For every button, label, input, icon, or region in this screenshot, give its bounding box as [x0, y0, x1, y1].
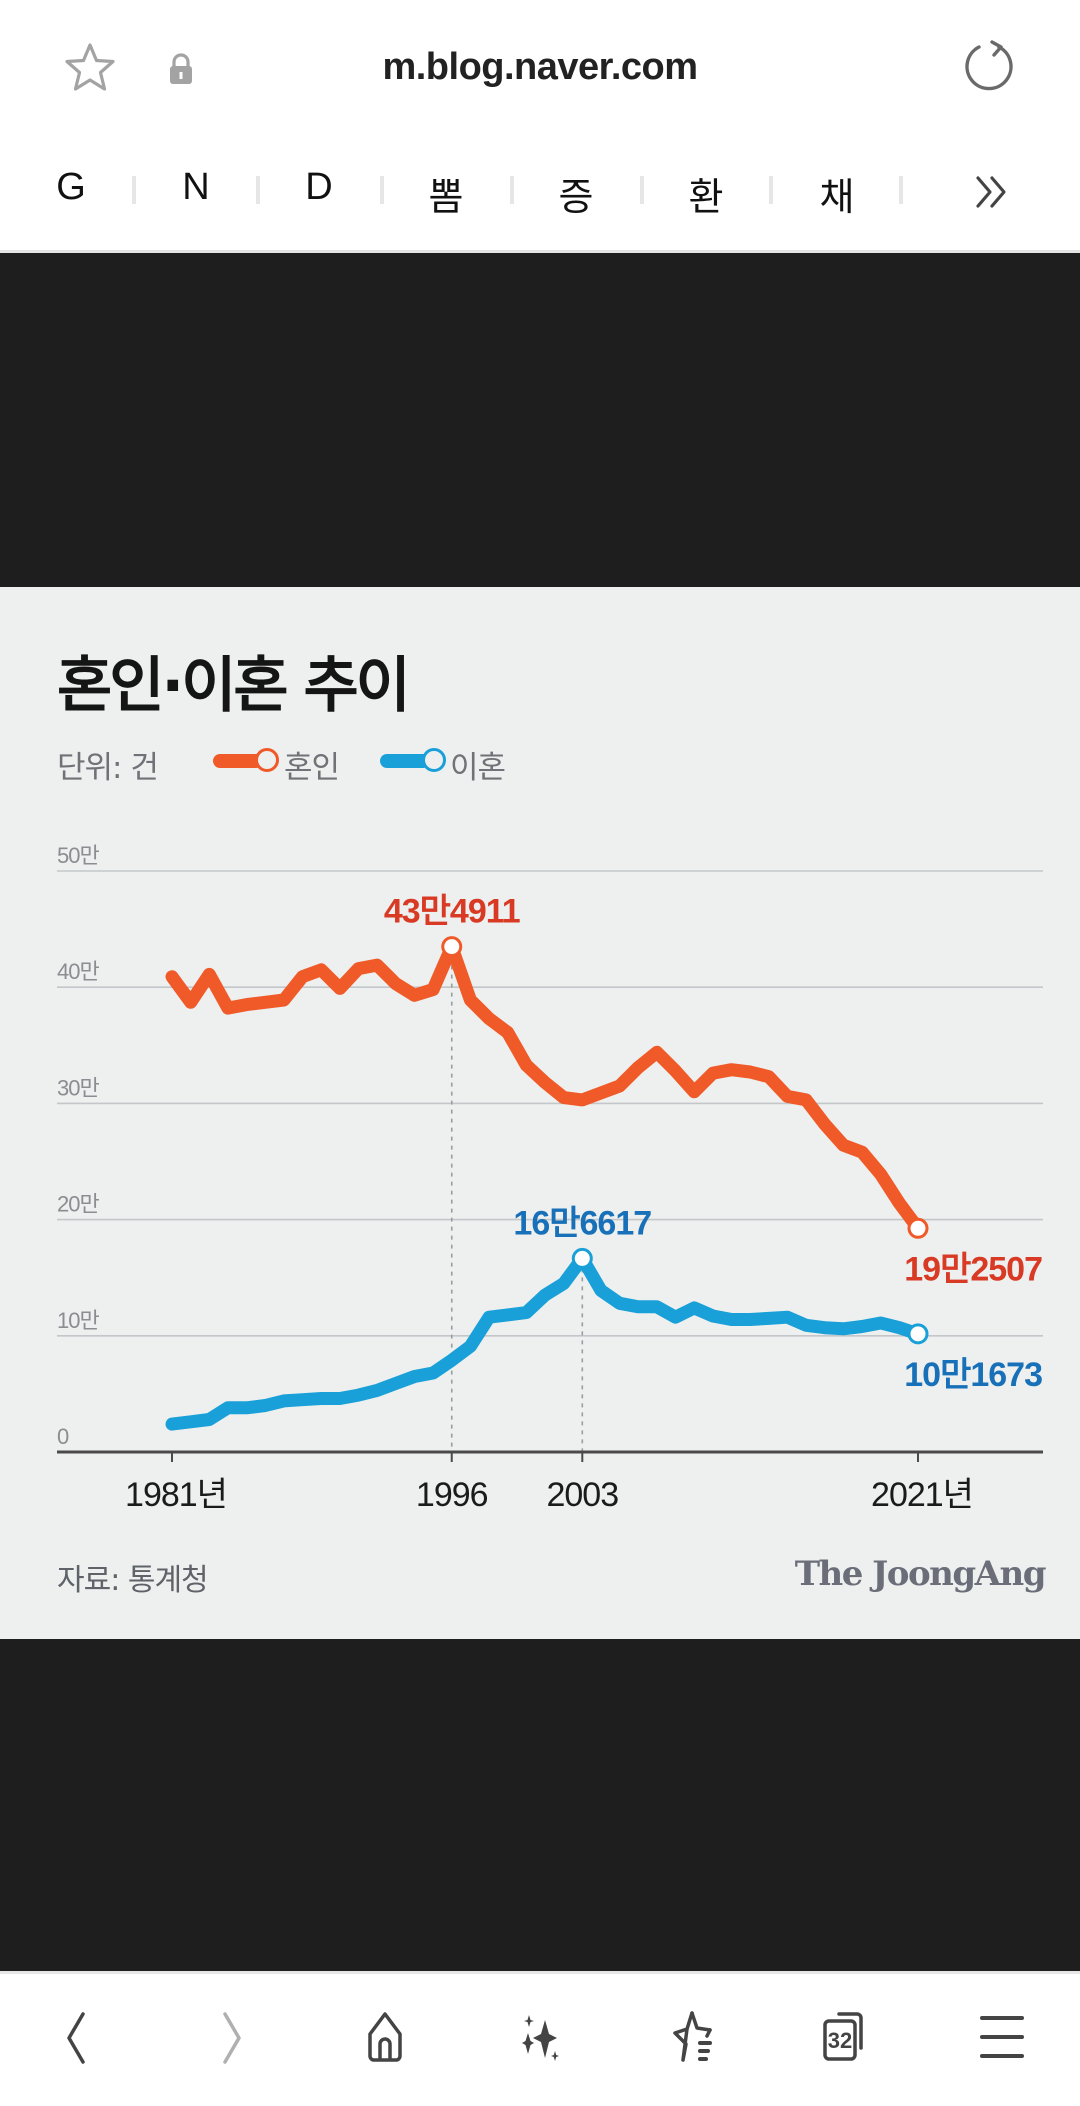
- x-tick-label: 2021년: [871, 1476, 973, 1514]
- guide-layer: [450, 956, 584, 1452]
- y-tick-label: 50만: [57, 843, 99, 868]
- annotation-layer: 43만4911 19만2507 16만6617 10만1673: [384, 893, 1043, 1394]
- star-list-icon[interactable]: [654, 1996, 734, 2076]
- chart-legend: 단위: 건 혼인 이혼: [57, 742, 657, 786]
- x-axis: 1981년 1996 2003 2021년: [57, 1450, 1043, 1514]
- data-label: 16만6617: [513, 1204, 651, 1242]
- data-label: 10만1673: [904, 1356, 1042, 1394]
- x-tick-label: 2003: [546, 1476, 618, 1514]
- source-note: 자료: 통계청: [57, 1563, 209, 1598]
- bookmark-separator: [899, 176, 903, 204]
- legend-marker-divorce: [422, 748, 446, 772]
- divider: [0, 250, 1080, 253]
- bookmark-bar: G N D 뽐 증 환 채 »: [0, 160, 1080, 230]
- y-tick-label: 30만: [57, 1075, 99, 1100]
- chevron-left-icon[interactable]: [35, 1996, 115, 2076]
- y-tick-label: 10만: [57, 1308, 99, 1333]
- home-icon[interactable]: [345, 1996, 425, 2076]
- legend-label-marriage: 혼인: [284, 750, 340, 786]
- reload-icon[interactable]: [960, 38, 1018, 96]
- marker-layer: [441, 936, 929, 1345]
- series-line-divorce: [165, 1251, 925, 1431]
- grid-layer: 0 10만 20만 30만 40만 50만: [57, 843, 1043, 1449]
- bookmark-item[interactable]: G: [56, 166, 86, 208]
- chart-title: 혼인·이혼 추이: [57, 651, 411, 721]
- legend-swatch-divorce: [380, 754, 430, 768]
- bookmark-item[interactable]: 뽐: [428, 177, 464, 219]
- bookmark-item[interactable]: D: [305, 166, 333, 208]
- series-line-marriage: [165, 940, 925, 1235]
- address-bar[interactable]: m.blog.naver.com: [0, 24, 1080, 116]
- tabs-icon[interactable]: 32: [805, 1996, 885, 2076]
- chart-image: 0 10만 20만 30만 40만 50만 43만4911 19만2507 16만6617 10…: [0, 587, 1080, 1639]
- legend-label-divorce: 이혼: [450, 750, 506, 786]
- bookmark-item[interactable]: N: [182, 166, 210, 208]
- url-text[interactable]: m.blog.naver.com: [382, 46, 698, 88]
- bookmark-item[interactable]: 증: [558, 177, 594, 219]
- data-label: 19만2507: [904, 1250, 1042, 1288]
- star-outline-icon[interactable]: [62, 40, 118, 96]
- legend-marker-marriage: [255, 748, 279, 772]
- bookmark-separator: [510, 176, 514, 204]
- data-label: 43만4911: [384, 893, 520, 931]
- bottom-navigation: 32: [0, 1974, 1080, 2106]
- sparkles-icon[interactable]: [500, 1996, 580, 2076]
- y-tick-label: 40만: [57, 959, 99, 984]
- bookmark-item[interactable]: 채: [819, 177, 855, 219]
- series-layer: [165, 940, 925, 1431]
- annotation-marker: [571, 1247, 593, 1269]
- x-tick-label: 1981년: [125, 1476, 227, 1514]
- annotation-marker: [441, 936, 463, 958]
- divider: [0, 1971, 1080, 1974]
- browser-top-bar: m.blog.naver.com G N D 뽐 증 환 채 »: [0, 0, 1080, 250]
- y-tick-label: 0: [57, 1424, 69, 1449]
- bookmark-item[interactable]: 환: [688, 177, 724, 219]
- annotation-marker: [907, 1323, 929, 1345]
- unit-label: 단위: 건: [57, 750, 159, 786]
- annotation-marker: [907, 1217, 929, 1239]
- line-chart: 0 10만 20만 30만 40만 50만 43만4911 19만2507 16만6617 10…: [57, 843, 1043, 1514]
- bookmark-separator: [640, 176, 644, 204]
- bookmark-separator: [256, 176, 260, 204]
- x-tick-label: 1996: [416, 1476, 488, 1514]
- more-bookmarks-icon[interactable]: [972, 172, 1012, 212]
- legend-swatch-marriage: [213, 754, 263, 768]
- bookmark-separator: [380, 176, 384, 204]
- chevron-right-icon[interactable]: [193, 1996, 273, 2076]
- bookmark-separator: [769, 176, 773, 204]
- hamburger-icon[interactable]: [962, 1996, 1042, 2076]
- y-tick-label: 20만: [57, 1192, 99, 1217]
- bookmark-separator: [132, 176, 136, 204]
- tab-count: 32: [828, 2028, 852, 2053]
- publisher-logo: The JoongAng: [794, 1554, 1047, 1594]
- lock-icon: [170, 53, 192, 84]
